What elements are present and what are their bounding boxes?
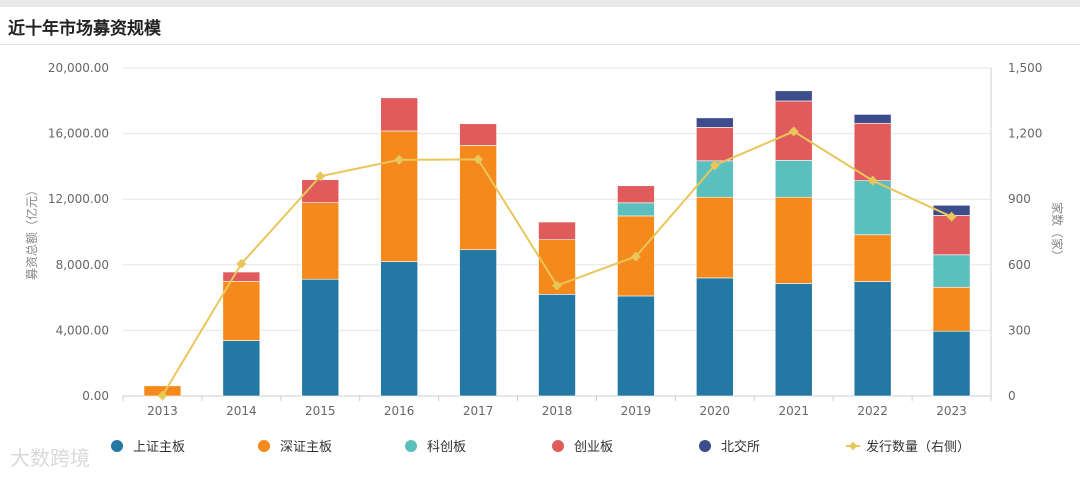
y2-tick-label: 1,200 <box>1008 127 1042 141</box>
bar-segment <box>696 196 734 279</box>
y-axis-title: 募资总额（亿元） <box>24 184 39 280</box>
issuance-point <box>630 251 641 262</box>
bar-segment <box>617 295 655 397</box>
bar-segment <box>380 130 418 262</box>
bar-segment <box>853 122 892 181</box>
issuance-point <box>946 211 957 222</box>
x-tick-label: 2018 <box>542 404 573 418</box>
y2-tick-label: 900 <box>1008 192 1031 206</box>
legend-label: 创业板 <box>574 440 613 455</box>
x-tick-label: 2015 <box>305 404 336 418</box>
issuance-point <box>157 390 168 401</box>
legend-marker <box>699 440 711 452</box>
bar-segment <box>853 180 892 236</box>
bar-segment <box>853 114 892 124</box>
legend-label: 发行数量（右侧） <box>866 439 970 455</box>
page-title: 近十年市场募资规模 <box>8 19 161 39</box>
bar-segment <box>538 221 576 241</box>
bar-segment <box>774 160 813 198</box>
bar-segment <box>932 215 971 256</box>
legend-marker <box>258 440 270 452</box>
x-tick-label: 2017 <box>463 404 494 418</box>
bar-segment <box>222 281 261 341</box>
y2-axis-title: 家数（家） <box>1050 202 1065 262</box>
x-tick-label: 2021 <box>778 404 809 418</box>
issuance-point <box>236 258 247 269</box>
y-tick-label: 8,000.00 <box>56 258 109 272</box>
bar-segment <box>853 234 892 282</box>
bar-segment <box>932 330 971 397</box>
x-tick-label: 2016 <box>384 404 415 418</box>
top-bar <box>0 0 1080 7</box>
bar-segment <box>301 278 340 397</box>
y-tick-label: 16,000.00 <box>48 127 109 141</box>
bar-segment <box>617 202 655 217</box>
title-divider <box>0 44 1080 45</box>
bar-segment <box>696 277 734 397</box>
bar-segment <box>222 271 261 282</box>
legend-label: 深证主板 <box>280 440 332 455</box>
bar-segment <box>380 97 418 132</box>
y-tick-label: 12,000.00 <box>48 192 109 206</box>
legend-marker <box>552 440 564 452</box>
bar-segment <box>774 283 813 397</box>
bar-segment <box>932 254 971 288</box>
y2-tick-label: 0 <box>1008 389 1016 403</box>
bar-segment <box>380 261 418 397</box>
x-tick-label: 2022 <box>857 404 888 418</box>
x-tick-label: 2019 <box>621 404 652 418</box>
x-tick-label: 2023 <box>936 404 967 418</box>
issuance-point <box>552 280 562 291</box>
bar-segment <box>301 202 340 280</box>
y-tick-label: 0.00 <box>82 389 109 403</box>
y2-tick-label: 300 <box>1008 323 1031 337</box>
legend-label: 北交所 <box>721 439 760 455</box>
y-tick-label: 4,000.00 <box>56 323 109 337</box>
issuance-point <box>867 175 878 186</box>
x-tick-label: 2013 <box>147 404 178 418</box>
y2-tick-label: 1,500 <box>1008 61 1042 75</box>
y2-tick-label: 600 <box>1008 258 1031 272</box>
bar-segment <box>696 127 734 162</box>
legend-marker <box>111 440 123 452</box>
issuance-point <box>394 154 405 165</box>
issuance-point <box>788 126 799 137</box>
y-tick-label: 20,000.00 <box>48 61 109 75</box>
legend-label: 科创板 <box>427 440 466 455</box>
legend-label: 上证主板 <box>133 440 185 455</box>
bar-segment <box>932 286 971 332</box>
x-tick-label: 2014 <box>226 404 257 418</box>
bar-segment <box>222 340 261 397</box>
watermark: 大数跨境 <box>10 446 90 470</box>
bar-segment <box>853 281 892 397</box>
bar-segment <box>617 185 655 204</box>
bar-segment <box>459 249 497 397</box>
bar-segment <box>774 196 813 284</box>
bar-segment <box>696 117 734 128</box>
bar-segment <box>774 90 813 102</box>
issuance-point <box>709 160 720 171</box>
bar-segment <box>538 294 576 397</box>
issuance-point <box>315 171 326 182</box>
legend-marker <box>848 441 858 451</box>
legend-marker <box>405 440 417 452</box>
x-tick-label: 2020 <box>700 404 731 418</box>
issuance-point <box>473 154 484 165</box>
bar-segment <box>459 123 497 146</box>
